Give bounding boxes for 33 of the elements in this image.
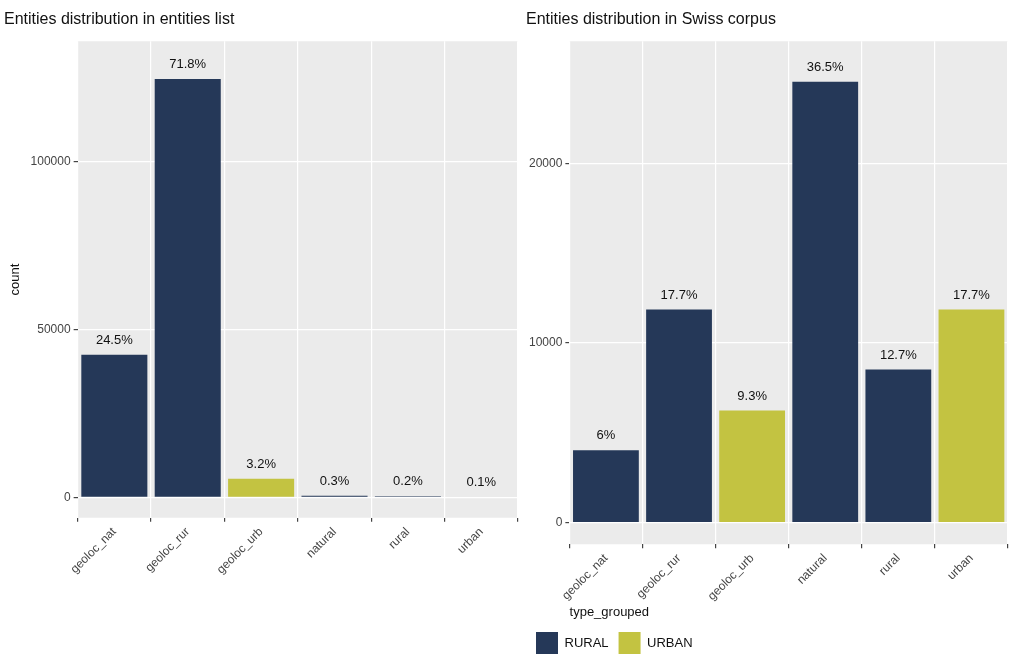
- annotation: 12.7%: [879, 346, 918, 362]
- annotation: 71.8%: [169, 56, 207, 72]
- annotation: 6%: [596, 427, 616, 443]
- annotation: 3.2%: [246, 455, 277, 471]
- legend-label: RURAL: [564, 634, 609, 650]
- bar: [865, 369, 932, 523]
- legend-title: type_grouped: [569, 604, 650, 620]
- y-tick-label: 20000: [528, 155, 563, 170]
- y-tick-label: 10000: [528, 335, 563, 350]
- chart-title: Entities distribution in Swiss corpus: [526, 10, 776, 28]
- annotation: 36.5%: [806, 58, 845, 74]
- annotation: 24.5%: [95, 331, 134, 347]
- y-axis-title: count: [7, 263, 23, 296]
- y-tick-label: 0: [555, 514, 563, 529]
- y-tick-label: 50000: [37, 321, 71, 336]
- y-tick-label: 100000: [30, 154, 71, 169]
- annotation: 17.7%: [660, 286, 698, 302]
- y-tick-label: 0: [63, 489, 71, 504]
- bar: [573, 450, 639, 523]
- annotation: 17.7%: [953, 286, 991, 302]
- annotation: 0.3%: [319, 472, 350, 488]
- annotation: 9.3%: [737, 387, 768, 403]
- bar: [646, 309, 712, 523]
- annotation: 0.1%: [466, 473, 497, 489]
- bar: [81, 354, 148, 497]
- bar: [719, 410, 786, 523]
- legend-label: URBAN: [647, 634, 693, 650]
- annotation: 0.2%: [393, 473, 424, 489]
- bar: [228, 478, 295, 497]
- bar: [792, 81, 859, 523]
- chart-title: Entities distribution in entities list: [4, 10, 235, 28]
- bar: [154, 79, 221, 497]
- bar: [938, 309, 1005, 523]
